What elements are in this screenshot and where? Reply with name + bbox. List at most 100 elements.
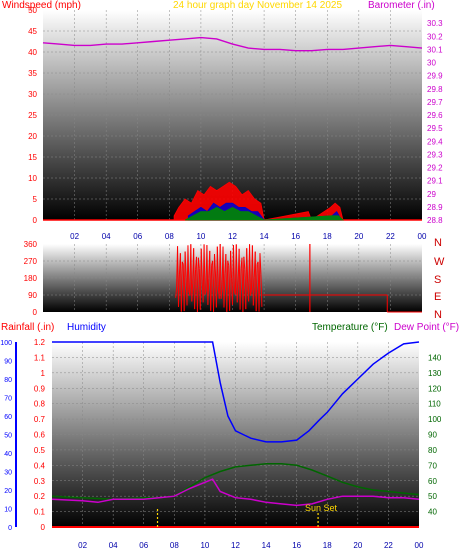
barometer-tick-label: 29.3 [427, 150, 443, 159]
direction-trace [207, 278, 210, 305]
direction-trace [223, 273, 226, 308]
barometer-tick-label: 28.8 [427, 216, 443, 225]
x-tick-label: 02 [78, 541, 87, 550]
wind-series-wind-area [184, 206, 345, 221]
humidity-tick-label: 50 [4, 433, 12, 440]
rainfall-tick-label: 0.9 [34, 384, 46, 393]
rainfall-tick-labels: 0 0.1 0.2 0.3 0.4 0.5 0.6 0.7 0.8 0.9 1 1.1 1.2 [34, 338, 46, 532]
barometer-tick-label: 29.9 [427, 72, 443, 81]
direction-trace [203, 244, 206, 295]
temperature-tick-label: 70 [428, 461, 437, 470]
windspeed-axis-label: Windspeed (mph) [2, 0, 81, 11]
humidity-tick-label: 100 [0, 340, 12, 347]
x-tick-label: 06 [139, 541, 148, 550]
humidity-tick-label: 80 [4, 377, 12, 384]
direction-trace [196, 257, 199, 313]
barometer-tick-label: 29.1 [427, 177, 443, 186]
rainfall-tick-label: 0.7 [34, 415, 46, 424]
barometer-line [42, 36, 423, 52]
compass-label-E: E [434, 291, 441, 303]
direction-trace [232, 245, 235, 292]
barometer-tick-label: 30 [427, 59, 436, 68]
direction-trace [213, 254, 215, 312]
rainfall-axis-label: Rainfall (.in) [1, 322, 54, 333]
temperature-tick-label: 120 [428, 384, 442, 393]
barometer-tick-label: 30.2 [427, 32, 443, 41]
x-tick-label: 16 [291, 232, 300, 241]
chart-title: 24 hour graph day November 14 2025 [173, 0, 342, 11]
x-tick-label: 10 [200, 541, 209, 550]
x-tick-label: 18 [323, 541, 332, 550]
direction-tick-label: 0 [33, 308, 38, 317]
direction-trace [260, 274, 263, 307]
x-tick-label: 22 [386, 232, 395, 241]
direction-trace [246, 248, 249, 284]
direction-trace [216, 246, 219, 287]
x-tick-label: 22 [384, 541, 393, 550]
x-tick-label: 14 [262, 541, 271, 550]
direction-tick-label: 90 [28, 291, 37, 300]
x-tick-label: 00 [415, 541, 424, 550]
direction-trace [252, 277, 255, 306]
temperature-tick-label: 80 [428, 446, 437, 455]
barometer-tick-label: 30.3 [427, 19, 443, 28]
series-dew-point-line [51, 478, 420, 507]
direction-trace [249, 244, 252, 296]
dewpoint-axis-label: Dew Point (°F) [394, 322, 459, 333]
barometer-tick-label: 29.5 [427, 124, 443, 133]
rainfall-tick-label: 1 [41, 369, 46, 378]
x-tick-label: 08 [170, 541, 179, 550]
series-humidity-line [52, 341, 420, 443]
x-tick-label: 08 [165, 232, 174, 241]
temp-grid [52, 342, 419, 527]
barometer-tick-labels: 28.8 28.9 29 29.1 29.2 29.3 29.4 29.5 29.6 29.7 29… [427, 19, 443, 225]
direction-trace [180, 261, 183, 312]
rainfall-tick-label: 0 [41, 523, 46, 532]
humidity-tick-label: 90 [4, 359, 12, 366]
direction-tick-label: 360 [24, 240, 38, 249]
temp-x-tick-labels: 02 04 06 08 10 12 14 16 18 20 22 00 [78, 541, 424, 550]
temperature-tick-label: 40 [428, 508, 437, 517]
x-tick-label: 10 [196, 232, 205, 241]
x-tick-label: 18 [323, 232, 332, 241]
x-tick-label: 00 [418, 232, 427, 241]
temperature-tick-labels: 40 50 60 70 80 90 100 110 120 130 140 [428, 353, 442, 516]
windspeed-tick-label: 30 [28, 90, 37, 99]
humidity-tick-label: 20 [4, 488, 12, 495]
barometer-tick-label: 29.8 [427, 85, 443, 94]
windspeed-tick-labels: 0 5 10 15 20 25 30 35 40 45 50 [28, 6, 37, 225]
wind-series [42, 36, 423, 221]
temperature-tick-label: 140 [428, 353, 442, 362]
barometer-axis-label: Barometer (.in) [368, 0, 435, 11]
humidity-tick-label: 10 [4, 507, 12, 514]
humidity-tick-label: 30 [4, 470, 12, 477]
direction-trace [197, 257, 200, 269]
rainfall-tick-label: 0.4 [34, 461, 46, 470]
rainfall-tick-label: 0.3 [34, 477, 46, 486]
direction-trace [206, 245, 209, 305]
direction-trace [177, 274, 180, 307]
x-tick-label: 04 [102, 232, 111, 241]
temp-series [51, 341, 420, 507]
sunset-annotation: Sun Set [305, 503, 338, 513]
x-tick-label: 04 [109, 541, 118, 550]
direction-trace [200, 248, 203, 283]
direction-trace [236, 281, 239, 303]
temperature-tick-label: 100 [428, 415, 442, 424]
windspeed-tick-label: 35 [28, 69, 37, 78]
direction-trace [183, 251, 186, 312]
rainfall-tick-label: 0.1 [34, 508, 46, 517]
x-tick-label: 20 [353, 541, 362, 550]
x-tick-label: 12 [231, 541, 240, 550]
rainfall-tick-label: 0.8 [34, 400, 46, 409]
temperature-tick-label: 90 [428, 431, 437, 440]
compass-label-N: N [434, 309, 442, 321]
windspeed-tick-label: 5 [33, 195, 38, 204]
compass-label-S: S [434, 274, 441, 286]
windspeed-tick-label: 50 [28, 6, 37, 15]
barometer-tick-label: 29.4 [427, 137, 443, 146]
rainfall-tick-label: 0.6 [34, 431, 46, 440]
